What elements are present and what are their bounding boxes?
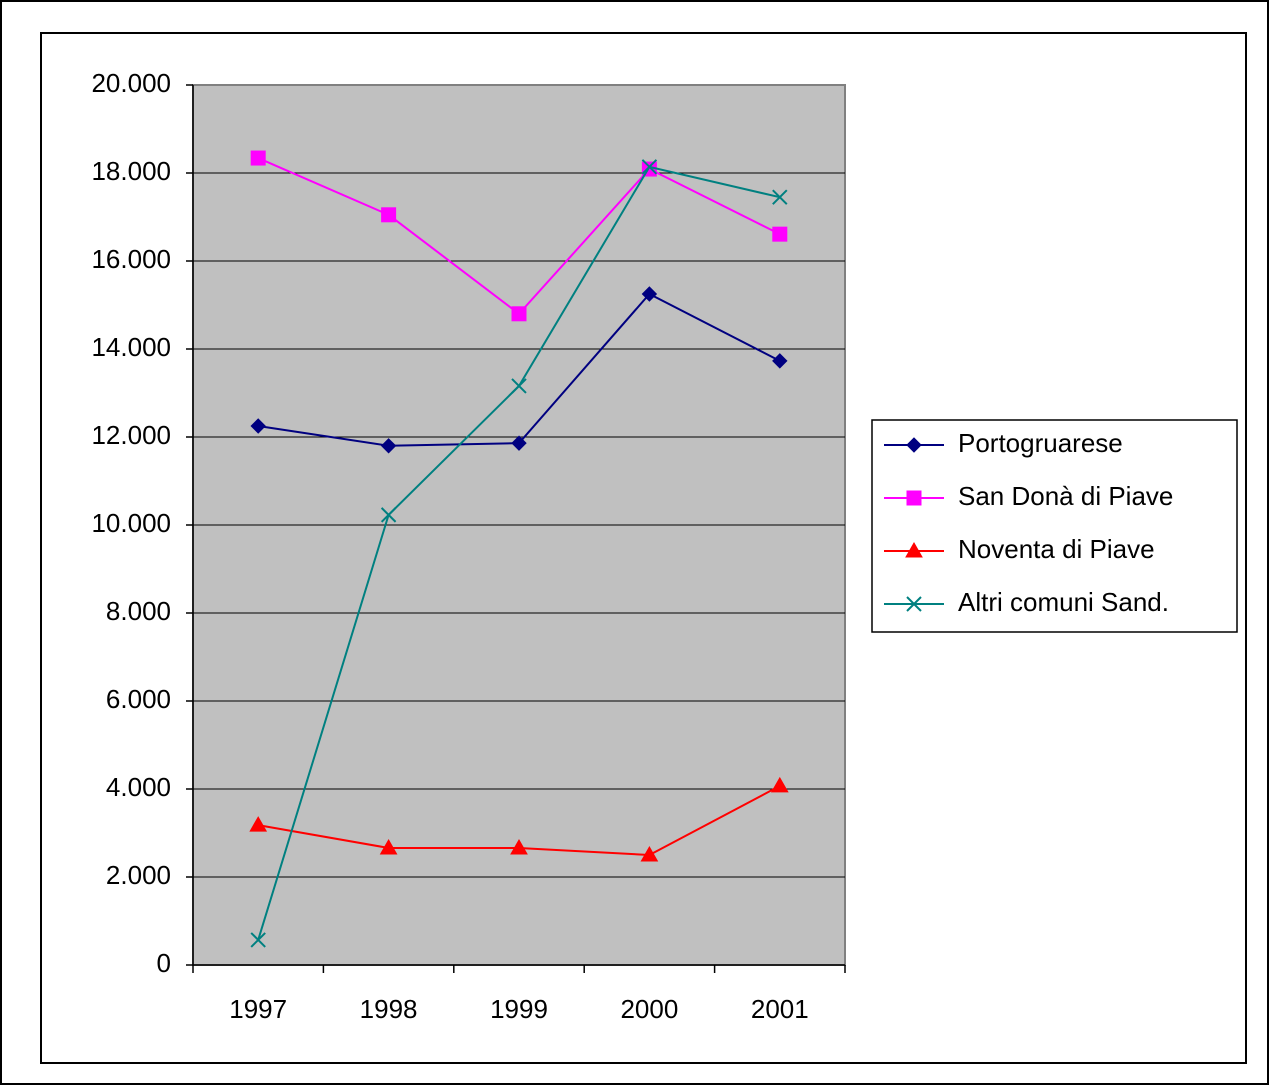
- y-tick-label: 14.000: [91, 332, 171, 362]
- data-point: [641, 159, 658, 175]
- x-tick-label: 2001: [751, 994, 809, 1024]
- data-point: [640, 845, 659, 862]
- data-point: [249, 816, 268, 832]
- data-point: [511, 378, 527, 394]
- legend-label: Portogruarese: [958, 428, 1123, 458]
- y-tick-label: 0: [157, 948, 171, 978]
- legend-label: Altri comuni Sand.: [958, 587, 1169, 617]
- data-point: [511, 306, 527, 322]
- legend-marker: [906, 490, 922, 506]
- legend-label: Noventa di Piave: [958, 534, 1155, 564]
- y-tick-label: 8.000: [106, 596, 171, 626]
- y-tick-label: 2.000: [106, 860, 171, 890]
- data-point: [381, 207, 397, 223]
- data-point: [250, 932, 266, 948]
- data-point: [770, 776, 789, 793]
- legend-marker: [906, 596, 922, 612]
- legend-label: San Donà di Piave: [958, 481, 1173, 511]
- y-tick-label: 10.000: [91, 508, 171, 538]
- x-tick-label: 1997: [229, 994, 287, 1024]
- y-tick-label: 18.000: [91, 156, 171, 186]
- data-point: [380, 507, 397, 523]
- data-point: [250, 418, 266, 434]
- data-point: [772, 353, 788, 369]
- legend-marker: [905, 541, 923, 558]
- data-point: [772, 226, 788, 242]
- legend-marker: [906, 437, 922, 453]
- data-point: [250, 150, 266, 166]
- data-point: [510, 838, 528, 855]
- data-point: [772, 189, 788, 205]
- x-tick-label: 1999: [490, 994, 548, 1024]
- data-point: [641, 286, 658, 302]
- y-tick-label: 6.000: [106, 684, 171, 714]
- y-tick-label: 16.000: [91, 244, 171, 274]
- data-point: [511, 435, 527, 451]
- y-tick-label: 12.000: [91, 420, 171, 450]
- y-tick-label: 4.000: [106, 772, 171, 802]
- x-tick-label: 2000: [620, 994, 678, 1024]
- data-point: [380, 438, 397, 454]
- legend: [871, 419, 1238, 633]
- y-tick-label: 20.000: [91, 68, 171, 98]
- data-point: [379, 838, 398, 855]
- x-tick-label: 1998: [360, 994, 418, 1024]
